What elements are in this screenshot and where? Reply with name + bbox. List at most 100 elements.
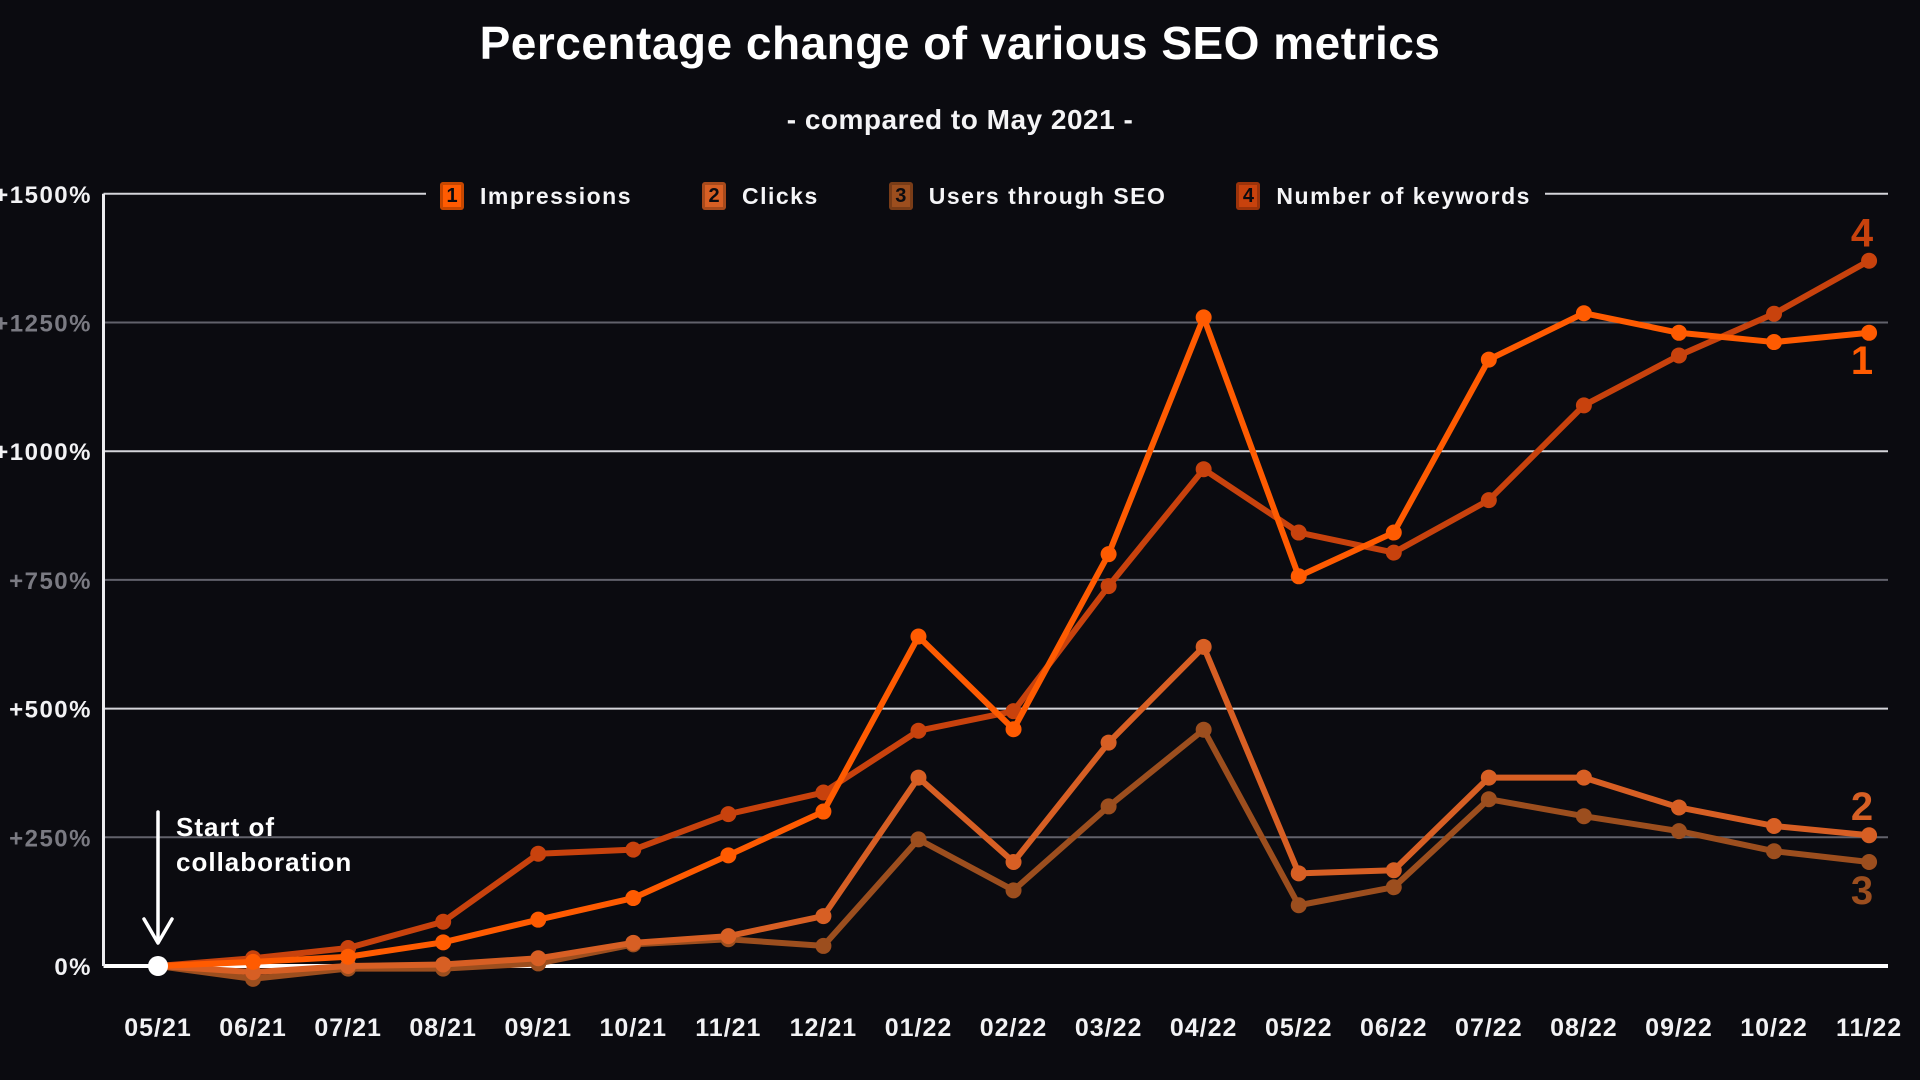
x-axis-label-09/21: 09/21: [504, 1014, 572, 1042]
x-axis-label-12/21: 12/21: [790, 1014, 858, 1042]
y-axis-label-+250%: +250%: [9, 825, 92, 852]
x-axis-label-01/22: 01/22: [885, 1014, 953, 1042]
start-dot: [148, 956, 168, 976]
data-point-3-01/22: [910, 831, 927, 848]
data-point-3-05/22: [1290, 897, 1307, 914]
legend-label: Users through SEO: [928, 182, 1167, 209]
series-end-label-2: 2: [1851, 785, 1873, 829]
data-point-2-04/22: [1195, 638, 1212, 655]
data-point-4-04/22: [1195, 461, 1212, 478]
y-axis-label-+750%: +750%: [9, 568, 92, 595]
data-point-2-10/22: [1766, 817, 1783, 834]
legend-swatch-icon: 3: [888, 182, 913, 210]
data-point-4-06/22: [1385, 544, 1402, 561]
legend-item-impressions: 1 Impressions: [440, 182, 632, 210]
legend-item-number-of-keywords: 4 Number of keywords: [1236, 182, 1531, 210]
data-point-1-08/22: [1575, 305, 1592, 322]
data-point-4-08/21: [435, 913, 452, 930]
annotation-line-1: Start of: [176, 812, 275, 842]
y-axis-label-0%: 0%: [54, 954, 92, 981]
x-axis-label-09/22: 09/22: [1645, 1014, 1713, 1042]
data-point-2-12/21: [815, 908, 832, 925]
x-axis-label-08/21: 08/21: [409, 1014, 477, 1042]
data-point-1-07/21: [340, 948, 357, 965]
x-axis-label-11/22: 11/22: [1836, 1014, 1902, 1042]
data-point-1-10/21: [625, 890, 642, 907]
data-point-3-02/22: [1005, 882, 1022, 899]
series-line-2: [157, 643, 1870, 976]
data-point-3-06/22: [1385, 879, 1402, 896]
x-axis-label-06/22: 06/22: [1360, 1014, 1428, 1042]
legend-item-users-through-seo: 3 Users through SEO: [888, 182, 1167, 210]
series-end-label-3: 3: [1851, 869, 1873, 913]
series-impressions: [150, 305, 1878, 974]
data-point-2-06/22: [1385, 862, 1402, 879]
data-point-4-05/22: [1290, 524, 1307, 541]
annotation-start-of-collaboration: Start of collaboration: [176, 810, 352, 880]
data-point-3-09/22: [1670, 823, 1687, 840]
legend-label: Number of keywords: [1276, 182, 1531, 209]
chart-subtitle: - compared to May 2021 -: [786, 104, 1134, 135]
data-point-3-07/22: [1480, 791, 1497, 808]
legend-swatch-icon: 4: [1236, 182, 1261, 210]
data-point-1-07/22: [1480, 351, 1497, 368]
data-point-1-05/22: [1290, 568, 1307, 585]
data-point-2-08/21: [435, 956, 452, 973]
annotation-arrow-head-icon: [142, 917, 174, 945]
data-point-1-06/21: [245, 953, 262, 970]
y-axis-label-+500%: +500%: [9, 697, 92, 724]
legend-label: Impressions: [480, 182, 632, 209]
x-axis-label-03/22: 03/22: [1075, 1014, 1143, 1042]
data-point-3-03/22: [1100, 798, 1117, 815]
data-point-2-11/21: [720, 928, 737, 945]
legend-item-clicks: 2 Clicks: [702, 182, 819, 210]
data-point-1-06/22: [1385, 524, 1402, 541]
data-point-4-01/22: [910, 722, 927, 739]
y-axis-label-+1000%: +1000%: [0, 439, 92, 466]
data-point-2-09/21: [530, 950, 547, 967]
data-point-4-03/22: [1100, 578, 1117, 595]
data-point-2-09/22: [1670, 799, 1687, 816]
data-point-1-08/21: [435, 934, 452, 951]
data-point-1-12/21: [815, 803, 832, 820]
data-point-4-12/21: [815, 784, 832, 801]
data-point-2-01/22: [910, 769, 927, 786]
series-end-label-4: 4: [1851, 212, 1874, 256]
x-axis-label-05/21: 05/21: [124, 1014, 192, 1042]
data-point-3-12/21: [815, 937, 832, 954]
x-axis-label-10/22: 10/22: [1740, 1014, 1808, 1042]
x-axis-label-04/22: 04/22: [1170, 1014, 1238, 1042]
x-axis-label-06/21: 06/21: [219, 1014, 287, 1042]
data-point-1-10/22: [1766, 334, 1783, 351]
data-point-4-11/21: [720, 806, 737, 823]
data-point-4-08/22: [1575, 397, 1592, 414]
legend-swatch-icon: 2: [702, 182, 726, 210]
annotation-line-2: collaboration: [176, 847, 353, 877]
legend-label: Clicks: [742, 182, 819, 209]
x-axis-label-05/22: 05/22: [1265, 1014, 1333, 1042]
data-point-1-01/22: [910, 628, 927, 645]
data-point-1-09/22: [1670, 324, 1687, 341]
data-point-4-09/21: [530, 845, 547, 862]
x-axis-label-11/21: 11/21: [695, 1014, 761, 1042]
data-point-1-09/21: [530, 911, 547, 928]
series-end-label-1: 1: [1851, 339, 1873, 383]
data-point-3-11/22: [1861, 854, 1878, 871]
data-point-1-11/22: [1861, 324, 1878, 341]
data-point-2-02/22: [1005, 854, 1022, 871]
x-axis-label-08/22: 08/22: [1550, 1014, 1618, 1042]
x-axis-label-10/21: 10/21: [600, 1014, 668, 1042]
x-axis-label-07/22: 07/22: [1455, 1014, 1523, 1042]
legend-swatch-icon: 1: [440, 182, 464, 210]
data-point-3-08/22: [1575, 808, 1592, 825]
data-point-4-07/22: [1480, 492, 1497, 509]
y-axis-label-+1250%: +1250%: [0, 311, 92, 338]
data-point-2-11/22: [1861, 827, 1878, 844]
data-point-2-03/22: [1100, 734, 1117, 751]
chart-title: Percentage change of various SEO metrics: [479, 17, 1441, 69]
x-axis-label-07/21: 07/21: [314, 1014, 382, 1042]
legend: 1 Impressions 2 Clicks 3 Users through SEO 4 Nu…: [426, 178, 1545, 214]
data-point-2-08/22: [1575, 769, 1592, 786]
data-point-2-10/21: [625, 934, 642, 951]
